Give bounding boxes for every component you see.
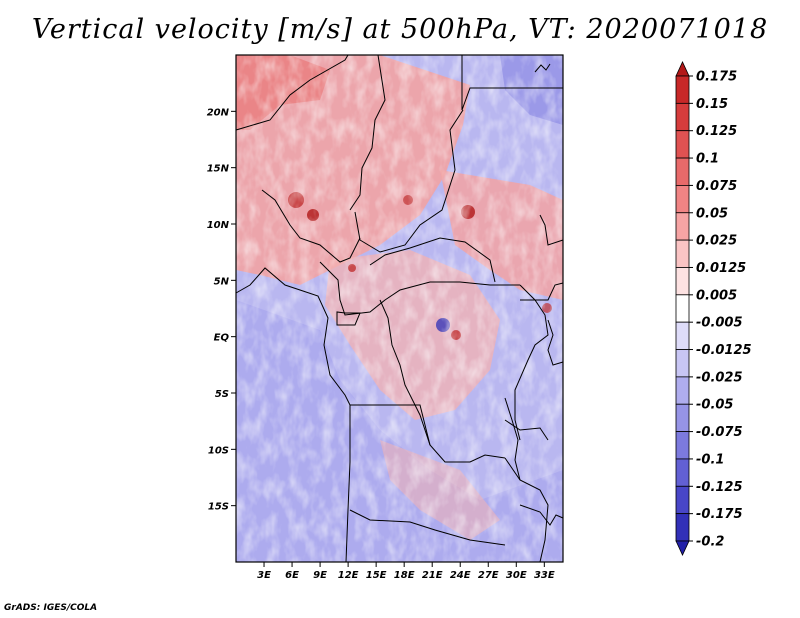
vertical-velocity-field bbox=[236, 55, 563, 562]
border-car-north bbox=[369, 237, 496, 283]
lat-label: EQ bbox=[214, 333, 230, 344]
colorbar-swatch bbox=[675, 349, 690, 378]
border-tanzania-zambia bbox=[504, 419, 549, 441]
border-angola-north bbox=[350, 404, 431, 446]
colorbar-swatch bbox=[675, 513, 690, 542]
lon-label: 21E bbox=[422, 570, 443, 581]
colorbar-swatch bbox=[675, 185, 690, 214]
colorbar-label: -0.1 bbox=[696, 452, 724, 467]
colorbar-swatch bbox=[675, 376, 690, 405]
lon-label: 12E bbox=[338, 570, 359, 581]
border-uganda-kenya bbox=[520, 282, 564, 301]
border-niger-libya bbox=[349, 54, 386, 211]
lat-label: 5N bbox=[214, 276, 230, 287]
colorbar-label: -0.2 bbox=[696, 535, 724, 550]
border-congo-drc bbox=[379, 299, 506, 463]
lat-label: 5S bbox=[215, 389, 229, 400]
colorbar-swatch bbox=[675, 102, 690, 132]
lat-label: 10S bbox=[208, 445, 229, 456]
colorbar-swatch bbox=[675, 294, 690, 323]
colorbar-label: 0.15 bbox=[696, 97, 728, 112]
lon-label: 9E bbox=[313, 570, 327, 581]
colorbar-label: -0.125 bbox=[696, 480, 743, 495]
border-equatorial-guinea bbox=[336, 311, 361, 326]
country-borders bbox=[235, 54, 564, 563]
colorbar-label: 0.075 bbox=[696, 179, 737, 194]
colorbar-label: 0.05 bbox=[696, 206, 728, 221]
lon-label: 30E bbox=[506, 570, 527, 581]
lake-malawi bbox=[519, 504, 564, 526]
border-angola-west bbox=[345, 405, 351, 563]
colorbar-label: -0.05 bbox=[696, 398, 733, 413]
map-frame bbox=[235, 54, 564, 563]
chart-title: Vertical velocity [m/s] at 500hPa, VT: 2… bbox=[31, 14, 769, 45]
lat-label: 15N bbox=[207, 164, 230, 175]
lon-label: 15E bbox=[366, 570, 387, 581]
lake-tanganyika bbox=[504, 397, 521, 481]
colorbar-label: -0.025 bbox=[696, 370, 743, 385]
colorbar-swatch bbox=[675, 431, 690, 460]
colorbar-swatch bbox=[675, 403, 690, 432]
lat-label: 10N bbox=[207, 220, 230, 231]
border-algeria bbox=[235, 54, 349, 131]
colorbar-swatch bbox=[675, 267, 690, 296]
footer-credit: GrADS: IGES/COLA bbox=[4, 603, 98, 613]
lon-label: 3E bbox=[257, 570, 271, 581]
colorbar-top-arrow bbox=[675, 61, 690, 77]
colorbar-swatch bbox=[675, 321, 690, 350]
axis-layer: 20N 15N 10N 5N EQ 5S 10S 15S 3E 6E 9E 12E 15E 18E 21E 2… bbox=[207, 107, 555, 581]
border-chad bbox=[354, 109, 464, 253]
lon-label: 6E bbox=[285, 570, 299, 581]
border-east-lakes bbox=[514, 284, 549, 441]
colorbar-swatch bbox=[675, 157, 690, 186]
colorbar-label: 0.125 bbox=[696, 124, 737, 139]
lon-label: 27E bbox=[478, 570, 499, 581]
colorbar-swatch bbox=[675, 130, 690, 159]
colorbar-swatch bbox=[675, 485, 690, 515]
colorbar: 0.175 0.15 0.125 0.1 0.075 0.05 0.025 0.0125 0.0… bbox=[675, 61, 752, 556]
coast-sinai bbox=[534, 63, 551, 73]
lon-label: 18E bbox=[394, 570, 415, 581]
colorbar-label: 0.1 bbox=[696, 152, 719, 167]
border-ethiopia bbox=[539, 214, 564, 246]
colorbar-label: 0.005 bbox=[696, 288, 737, 303]
colorbar-label: -0.175 bbox=[696, 507, 743, 522]
colorbar-label: -0.0125 bbox=[696, 343, 752, 358]
colorbar-label: 0.0125 bbox=[696, 261, 746, 276]
colorbar-swatch bbox=[675, 75, 690, 104]
border-nigeria bbox=[261, 189, 361, 263]
colorbar-label: 0.175 bbox=[696, 70, 737, 85]
colorbar-swatch bbox=[675, 212, 690, 241]
border-namibia bbox=[349, 509, 506, 546]
colorbar-bottom-arrow bbox=[675, 540, 690, 556]
border-car bbox=[319, 261, 520, 316]
coastline-west bbox=[235, 267, 351, 406]
colorbar-label: -0.005 bbox=[696, 316, 743, 331]
border-egypt-sudan bbox=[461, 55, 563, 111]
lon-label: 33E bbox=[534, 570, 555, 581]
colorbar-label: -0.075 bbox=[696, 425, 743, 440]
colorbar-label: 0.025 bbox=[696, 234, 737, 249]
colorbar-swatch bbox=[675, 458, 690, 487]
lon-label: 24E bbox=[450, 570, 471, 581]
lat-label: 15S bbox=[208, 502, 229, 513]
field-texture bbox=[236, 55, 563, 562]
border-zambia-moz bbox=[504, 457, 549, 563]
colorbar-swatch bbox=[675, 239, 690, 268]
lat-label: 20N bbox=[207, 107, 230, 118]
lake-victoria bbox=[547, 319, 564, 366]
